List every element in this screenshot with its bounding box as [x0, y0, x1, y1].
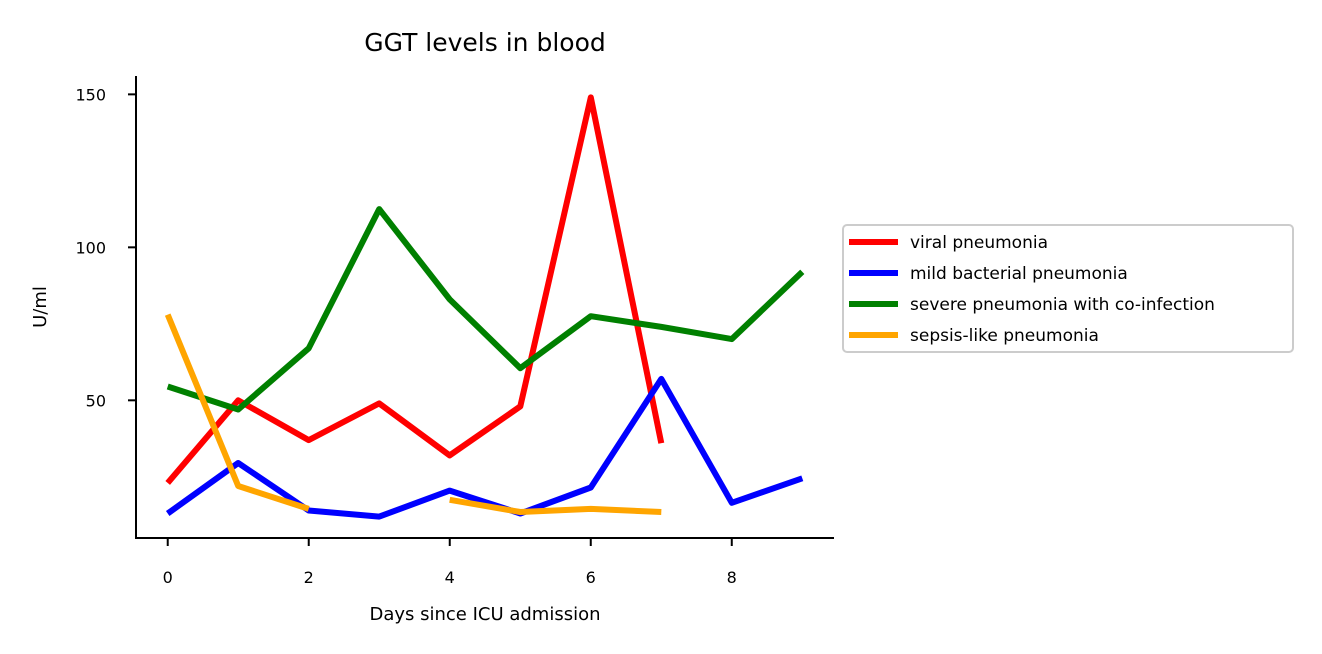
x-tick-label: 0	[163, 568, 173, 587]
axes	[135, 76, 834, 539]
x-tick-label: 2	[304, 568, 314, 587]
legend-label-1: viral pneumonia	[910, 233, 1048, 253]
y-tick-label: 150	[75, 85, 106, 104]
x-axis-label: Days since ICU admission	[369, 604, 600, 625]
y-tick-label: 100	[75, 238, 106, 257]
x-tick-label: 8	[727, 568, 737, 587]
series-line-4-segment-2	[449, 496, 662, 515]
legend-entries: viral pneumonia mild bacterial pneumonia s…	[849, 233, 1215, 346]
y-ticks: 50 100 150	[75, 85, 136, 410]
y-tick-label: 50	[86, 391, 106, 410]
legend-label-3: severe pneumonia with co-infection	[910, 295, 1215, 315]
series-line-1	[165, 94, 665, 485]
legend-label-2: mild bacterial pneumonia	[910, 264, 1128, 284]
legend-frame	[842, 224, 1294, 353]
legend-label-4: sepsis-like pneumonia	[910, 326, 1099, 346]
plot-lines	[164, 94, 805, 520]
x-tick-label: 4	[445, 568, 455, 587]
series-line-2	[165, 375, 804, 520]
legend: viral pneumonia mild bacterial pneumonia s…	[842, 224, 1294, 353]
series-line-4-segment-1	[164, 313, 310, 512]
chart-title: GGT levels in blood	[364, 28, 606, 57]
x-ticks: 0 2 4 6 8	[163, 538, 737, 587]
x-tick-label: 6	[586, 568, 596, 587]
y-axis-label: U/ml	[30, 286, 51, 328]
series-line-3	[166, 206, 805, 413]
